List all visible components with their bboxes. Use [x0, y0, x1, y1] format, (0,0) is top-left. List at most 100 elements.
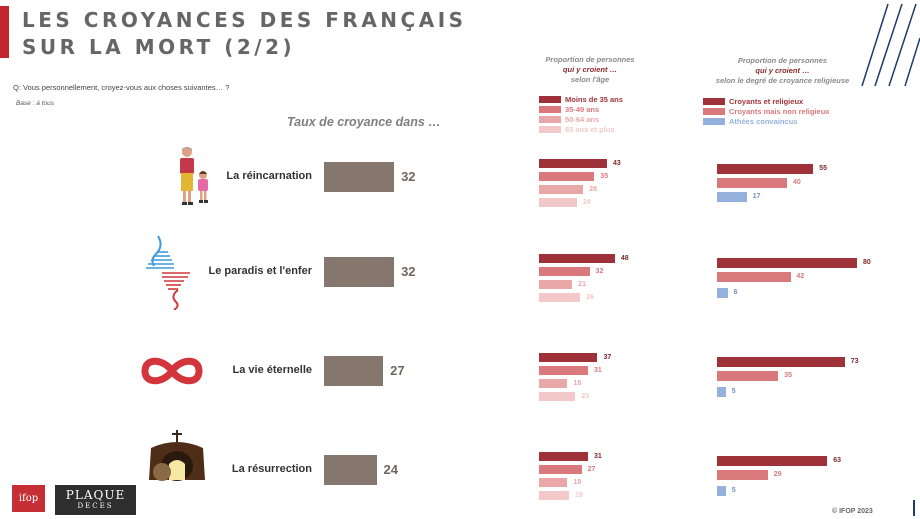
age-legend-swatch [539, 115, 561, 123]
base-text: Base : à tous [16, 100, 54, 107]
belief-bar [717, 470, 768, 480]
belief-bar-value: 80 [863, 259, 871, 266]
age-legend-swatch [539, 125, 561, 133]
age-bar [539, 172, 595, 181]
main-value-label: 32 [401, 169, 416, 184]
age-bar-value: 18 [573, 380, 582, 387]
plaque-logo-line2: DECES [77, 502, 114, 510]
copyright-text: © IFOP 2023 [832, 508, 873, 515]
infinity-icon [141, 357, 203, 385]
age-bar-value: 21 [578, 281, 586, 288]
age-bar [539, 379, 568, 388]
age-header-line3: selon l'âge [570, 75, 610, 84]
age-header-line2: qui y croient … [562, 65, 618, 74]
belief-bar [717, 164, 814, 174]
belief-bar [717, 258, 857, 268]
belief-legend: Croyants et religieux Croyants mais non r… [703, 96, 829, 126]
question-text: Q: Vous personnellement, croyez-vous aux… [13, 83, 230, 92]
age-bar [539, 159, 607, 168]
age-column-header: Proportion de personnes qui y croient … … [520, 55, 660, 85]
belief-legend-item: Croyants mais non religieux [703, 106, 829, 116]
age-legend-swatch [539, 95, 561, 103]
age-bar-value: 23 [581, 393, 590, 400]
age-bar [539, 478, 568, 487]
age-bar-value: 31 [593, 453, 602, 460]
belief-bar-value: 17 [752, 193, 761, 200]
belief-legend-item: Croyants et religieux [703, 96, 829, 106]
age-bar [539, 452, 588, 461]
belief-legend-swatch [703, 117, 725, 125]
age-legend-label: 35-49 ans [565, 104, 600, 114]
ifop-logo: ifop [12, 485, 45, 512]
belief-bar [717, 192, 747, 202]
belief-legend-label: Croyants et religieux [729, 96, 804, 106]
age-legend-label: 65 ans et plus [565, 124, 615, 134]
row-label: Le paradis et l'enfer [208, 265, 313, 277]
age-legend-item: 65 ans et plus [539, 124, 623, 134]
age-bar-value: 32 [595, 268, 604, 275]
belief-bar-value: 35 [784, 372, 793, 379]
age-bar-value: 26 [586, 294, 594, 301]
age-bar-value: 48 [620, 255, 629, 262]
age-bar [539, 353, 598, 362]
chart-subtitle: Taux de croyance dans … [287, 115, 441, 129]
age-bar-value: 37 [603, 354, 612, 361]
belief-bar-value: 73 [850, 358, 859, 365]
age-legend: Moins de 35 ans 35-49 ans 50-64 ans 65 ans … [539, 94, 623, 134]
age-bar-value: 18 [573, 479, 582, 486]
main-bar [324, 455, 377, 485]
belief-column-header: Proportion de personnes qui y croient … … [680, 56, 885, 86]
age-legend-item: 35-49 ans [539, 104, 623, 114]
age-bar [539, 293, 581, 302]
title-accent-bar [0, 6, 9, 58]
belief-legend-label: Athées convaincus [729, 116, 798, 126]
belief-bar [717, 486, 726, 496]
age-bar-value: 27 [587, 466, 596, 473]
plaque-deces-logo: PLAQUE DECES [55, 485, 136, 515]
belief-legend-label: Croyants mais non religieux [729, 106, 830, 116]
page-title-line2: SUR LA MORT (2/2) [22, 35, 296, 59]
age-bar-value: 24 [582, 199, 591, 206]
belief-header-line2: qui y croient … [755, 66, 810, 75]
age-bar [539, 366, 588, 375]
main-bar [324, 162, 395, 192]
age-header-line1: Proportion de personnes [545, 55, 635, 64]
belief-bar [717, 371, 779, 381]
main-bar [324, 257, 395, 287]
row-label: La réincarnation [226, 170, 312, 182]
age-bar [539, 280, 573, 289]
grandmother-child-icon [180, 147, 208, 205]
belief-bar-value: 6 [733, 289, 738, 296]
belief-bar-value: 29 [773, 471, 782, 478]
belief-bar-value: 40 [793, 179, 801, 186]
belief-legend-swatch [703, 97, 725, 105]
belief-bar-value: 5 [731, 388, 736, 395]
belief-legend-item: Athées convaincus [703, 116, 829, 126]
age-bar-value: 19 [575, 492, 583, 499]
belief-bar [717, 288, 728, 298]
decorative-lines-icon [861, 3, 920, 87]
main-value-label: 27 [390, 363, 405, 378]
main-bar [324, 356, 384, 386]
main-value-label: 32 [401, 264, 416, 279]
age-legend-swatch [539, 105, 561, 113]
age-bar [539, 198, 577, 207]
age-legend-item: Moins de 35 ans [539, 94, 623, 104]
row-label: La vie éternelle [232, 364, 313, 376]
age-bar-value: 28 [589, 186, 598, 193]
age-bar [539, 267, 590, 276]
main-value-label: 24 [383, 462, 399, 477]
belief-bar-value: 5 [731, 487, 736, 494]
age-bar-value: 35 [600, 173, 609, 180]
belief-bar [717, 178, 787, 188]
plaque-logo-line1: PLAQUE [65, 488, 126, 502]
age-bar [539, 491, 570, 500]
age-bar [539, 392, 576, 401]
belief-legend-swatch [703, 107, 725, 115]
belief-bar [717, 357, 845, 367]
heaven-hell-icon [146, 235, 190, 310]
belief-bar-value: 42 [796, 273, 805, 280]
page-title-line1: LES CROYANCES DES FRANÇAIS [22, 8, 467, 32]
age-bar [539, 185, 584, 194]
age-bar [539, 465, 582, 474]
